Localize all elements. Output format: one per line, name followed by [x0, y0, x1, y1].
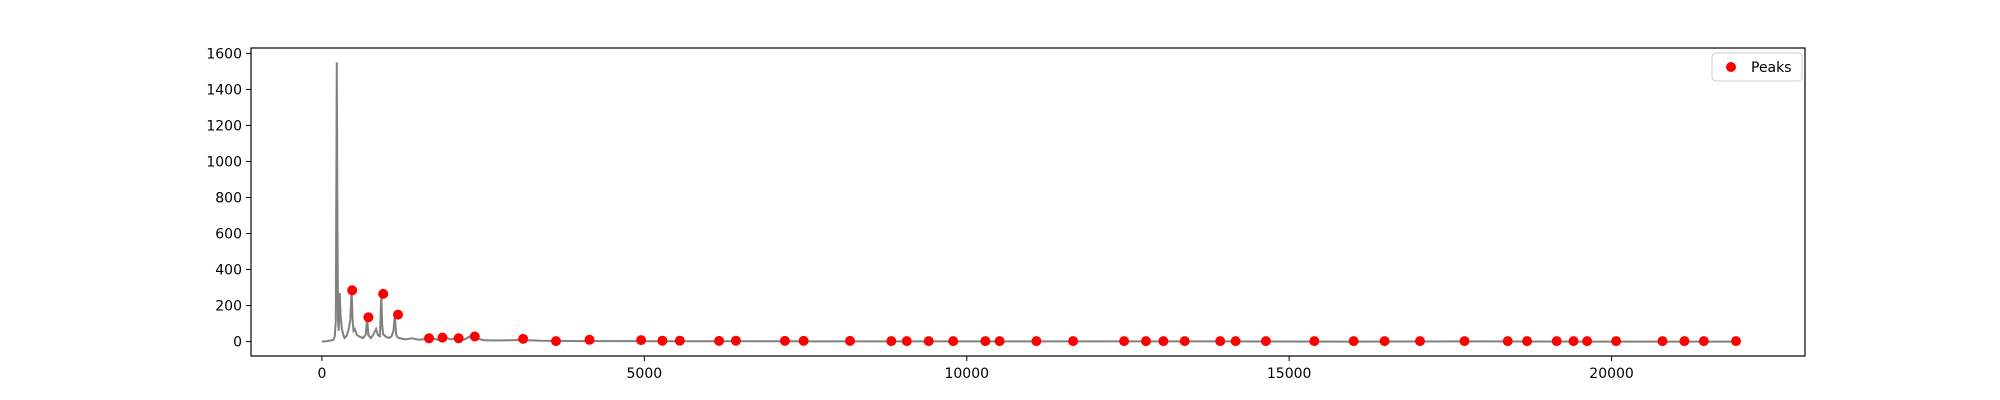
x-tick-label: 20000 [1589, 366, 1634, 382]
peak-point [1031, 336, 1042, 347]
peak-point [798, 335, 809, 346]
peak-point [1309, 336, 1320, 347]
peak-point [1141, 336, 1151, 347]
peak-point [518, 333, 529, 344]
peak-point [1731, 336, 1741, 347]
series-line-spectrum [321, 62, 1741, 343]
peak-point [1551, 336, 1562, 347]
legend: Peaks [1711, 52, 1803, 82]
peak-point [1379, 336, 1390, 347]
peak-point [347, 285, 358, 296]
peak-point [657, 335, 668, 346]
peak-point [1582, 336, 1593, 347]
peaks-markers [347, 285, 1741, 347]
peak-point [901, 336, 912, 347]
peak-point [779, 335, 790, 346]
peak-point [730, 335, 741, 346]
peak-point [714, 335, 725, 346]
y-tick-label: 1000 [206, 154, 242, 170]
legend-label-peaks: Peaks [1751, 60, 1792, 76]
peak-point [1657, 336, 1668, 347]
peak-point [1215, 336, 1226, 347]
y-axis: 0 200 400 600 800 1000 1200 1400 1600 [206, 46, 251, 351]
peak-point [1698, 336, 1709, 347]
peak-point [1230, 336, 1241, 347]
peak-point [424, 333, 434, 344]
peak-point [1611, 336, 1622, 347]
peak-point [1119, 336, 1130, 347]
peak-point [1459, 336, 1470, 347]
peak-point [1502, 336, 1513, 347]
peak-point [1068, 336, 1079, 347]
y-tick-label: 1200 [206, 118, 242, 134]
plot-frame [250, 47, 1806, 357]
peak-point [845, 335, 855, 346]
y-tick-label: 200 [215, 299, 242, 315]
peak-point [980, 336, 991, 347]
peak-point [437, 332, 448, 343]
legend-marker-peaks [1726, 62, 1736, 72]
peak-point [1260, 336, 1271, 347]
x-tick-label: 10000 [944, 366, 989, 382]
x-tick-label: 0 [317, 366, 326, 382]
peak-point [923, 336, 934, 347]
x-axis: 0 5000 10000 15000 20000 [317, 356, 1634, 382]
peak-point [948, 336, 959, 347]
peak-point [584, 334, 595, 345]
peak-point [378, 288, 389, 299]
y-tick-label: 1400 [206, 82, 242, 98]
y-tick-label: 600 [215, 227, 242, 243]
peak-point [1522, 336, 1533, 347]
peak-point [1415, 336, 1425, 347]
peak-point [886, 336, 897, 347]
peak-point [453, 333, 464, 344]
y-tick-label: 0 [233, 335, 242, 351]
peak-point [994, 336, 1005, 347]
legend-box [1711, 52, 1803, 82]
peak-point [674, 335, 685, 346]
peak-point [1158, 336, 1169, 347]
peak-point [1348, 336, 1359, 347]
peak-point [551, 336, 561, 347]
y-tick-label: 800 [215, 190, 242, 206]
x-tick-label: 15000 [1267, 366, 1312, 382]
y-tick-label: 1600 [206, 46, 242, 62]
peak-point [636, 335, 647, 346]
y-tick-label: 400 [215, 263, 242, 279]
peak-point [1568, 336, 1579, 347]
peak-point [469, 331, 480, 342]
peak-point [393, 309, 403, 320]
peak-point [1179, 336, 1190, 347]
x-tick-label: 5000 [627, 366, 663, 382]
peak-point [1679, 336, 1690, 347]
peak-point [363, 312, 374, 323]
